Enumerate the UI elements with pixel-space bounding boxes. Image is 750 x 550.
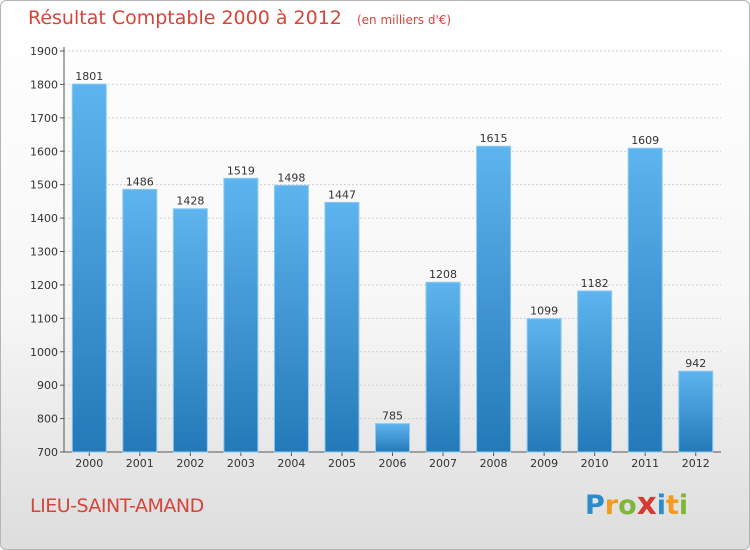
bar-value-label: 1615 — [480, 132, 508, 145]
y-tick-label: 1700 — [30, 112, 58, 125]
bar-value-label: 1801 — [75, 70, 103, 83]
y-tick-label: 1000 — [30, 346, 58, 359]
bar-value-label: 1447 — [328, 188, 356, 201]
bar-value-label: 1519 — [227, 164, 255, 177]
bar — [172, 208, 208, 453]
bar-value-label: 1182 — [581, 277, 609, 290]
bar-value-label: 785 — [382, 410, 403, 423]
bars — [71, 83, 714, 453]
bar-value-label: 1099 — [530, 305, 558, 318]
y-tick-label: 1200 — [30, 279, 58, 292]
bar-value-label: 1609 — [631, 134, 659, 147]
x-tick-label: 2005 — [328, 457, 356, 470]
bar — [122, 188, 158, 453]
bar — [678, 370, 714, 453]
bar — [476, 145, 512, 453]
x-tick-label: 2008 — [480, 457, 508, 470]
grid-lines — [64, 50, 721, 420]
bar — [223, 177, 259, 453]
bar-value-label: 1428 — [176, 195, 204, 208]
y-tick-label: 1900 — [30, 45, 58, 58]
x-tick-label: 2011 — [631, 457, 659, 470]
y-tick-label: 1600 — [30, 145, 58, 158]
bar — [425, 281, 461, 453]
x-tick-label: 2003 — [227, 457, 255, 470]
bar — [71, 83, 107, 453]
bar — [627, 147, 663, 453]
bar — [273, 184, 309, 453]
chart-title-text: Résultat Comptable 2000 à 2012 — [28, 7, 342, 29]
x-tick-label: 2010 — [581, 457, 609, 470]
x-tick-label: 2006 — [379, 457, 407, 470]
y-tick-label: 700 — [37, 446, 58, 459]
bar-value-label: 1486 — [126, 175, 154, 188]
chart-unit-text: (en milliers d'€) — [356, 13, 452, 27]
bar — [375, 423, 410, 453]
x-tick-label: 2002 — [176, 457, 204, 470]
x-tick-label: 2012 — [682, 457, 710, 470]
y-tick-label: 1400 — [30, 212, 58, 225]
y-tick-label: 1800 — [30, 78, 58, 91]
x-tick-label: 2000 — [75, 457, 103, 470]
x-tick-label: 2007 — [429, 457, 457, 470]
y-tick-label: 800 — [37, 413, 58, 426]
axes: 700 800 900 1000 1100 1200 1300 1400 1500 1600 170… — [30, 45, 721, 470]
bar-value-label: 1498 — [277, 171, 305, 184]
x-tick-label: 2004 — [277, 457, 305, 470]
bar-value-label: 1208 — [429, 268, 457, 281]
bar — [577, 290, 613, 453]
data-labels: 1801 1486 1428 1519 1498 1447 785 1208 1615 1099 1… — [75, 70, 706, 423]
bar — [526, 318, 562, 453]
proxiti-logo[interactable]: Proxiti — [585, 486, 689, 522]
x-tick-label: 2009 — [530, 457, 558, 470]
x-tick-label: 2001 — [126, 457, 154, 470]
bar-value-label: 942 — [685, 357, 706, 370]
y-tick-label: 900 — [37, 379, 58, 392]
chart-title: Résultat Comptable 2000 à 2012 (en milli… — [28, 7, 451, 29]
y-tick-label: 1300 — [30, 246, 58, 259]
bar — [324, 201, 360, 453]
y-tick-label: 1100 — [30, 312, 58, 325]
y-tick-label: 1500 — [30, 179, 58, 192]
commune-name: LIEU-SAINT-AMAND — [30, 495, 204, 517]
